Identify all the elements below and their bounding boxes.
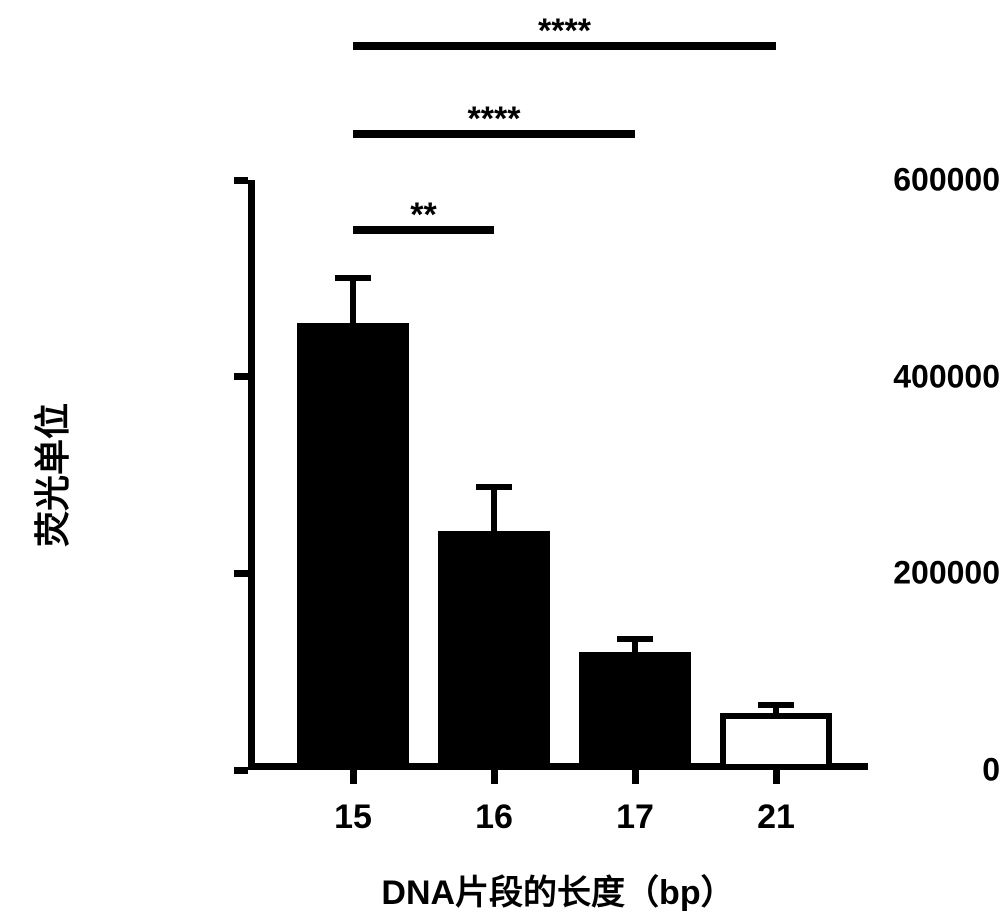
x-tick-label: 17 — [616, 798, 654, 837]
error-cap — [617, 636, 653, 642]
error-whisker — [491, 487, 497, 531]
y-tick-label: 600000 — [770, 162, 1000, 199]
x-tick-mark — [350, 770, 357, 784]
error-cap — [335, 275, 371, 281]
y-tick-mark — [234, 373, 248, 380]
bar-chart: 0200000400000600000荧光单位15161721DNA片段的长度（… — [0, 0, 1000, 923]
y-tick-mark — [234, 767, 248, 774]
error-cap — [758, 702, 794, 708]
y-tick-label: 200000 — [770, 555, 1000, 592]
x-tick-label: 15 — [334, 798, 372, 837]
bar — [297, 323, 409, 770]
significance-label: **** — [468, 100, 521, 139]
x-tick-mark — [632, 770, 639, 784]
x-tick-label: 16 — [475, 798, 513, 837]
error-whisker — [350, 278, 356, 322]
x-tick-label: 21 — [757, 798, 795, 837]
error-cap — [476, 484, 512, 490]
significance-label: **** — [538, 12, 591, 51]
bar — [438, 531, 550, 770]
significance-label: ** — [410, 196, 436, 235]
x-tick-mark — [491, 770, 498, 784]
y-tick-label: 400000 — [770, 358, 1000, 395]
y-tick-mark — [234, 570, 248, 577]
x-axis-title: DNA片段的长度（bp） — [381, 865, 734, 914]
bar — [720, 713, 832, 770]
bar — [579, 652, 691, 770]
y-tick-mark — [234, 177, 248, 184]
x-tick-mark — [773, 770, 780, 784]
y-axis-title: 荧光单位 — [24, 403, 76, 547]
